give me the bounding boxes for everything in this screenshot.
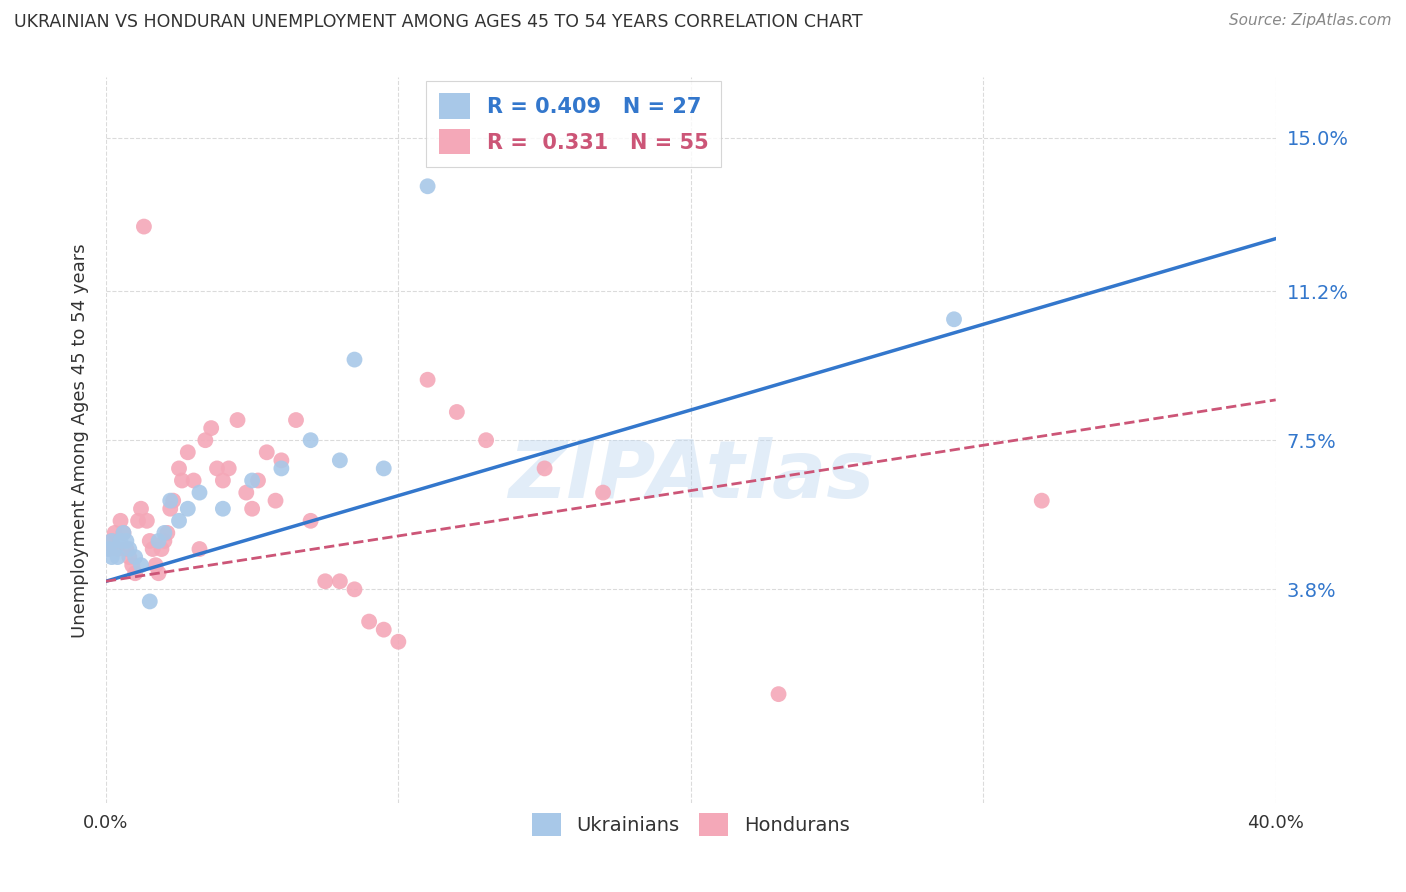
Point	[299, 514, 322, 528]
Point	[240, 501, 263, 516]
Point	[124, 566, 146, 581]
Point	[218, 461, 240, 475]
Point	[167, 514, 190, 528]
Point	[226, 413, 249, 427]
Point	[329, 574, 352, 589]
Point	[359, 615, 381, 629]
Point	[100, 533, 122, 548]
Point	[150, 542, 173, 557]
Point	[118, 550, 141, 565]
Point	[768, 687, 790, 701]
Point	[156, 525, 179, 540]
Point	[246, 474, 269, 488]
Point	[329, 453, 352, 467]
Point	[112, 525, 135, 540]
Point	[115, 542, 138, 557]
Point	[343, 352, 366, 367]
Point	[188, 542, 211, 557]
Point	[240, 474, 263, 488]
Point	[314, 574, 336, 589]
Point	[148, 533, 170, 548]
Point	[145, 558, 167, 573]
Point	[112, 525, 135, 540]
Point	[188, 485, 211, 500]
Point	[115, 533, 138, 548]
Point	[285, 413, 308, 427]
Point	[212, 501, 235, 516]
Point	[129, 558, 152, 573]
Text: UKRAINIAN VS HONDURAN UNEMPLOYMENT AMONG AGES 45 TO 54 YEARS CORRELATION CHART: UKRAINIAN VS HONDURAN UNEMPLOYMENT AMONG…	[14, 13, 863, 31]
Point	[270, 461, 292, 475]
Point	[100, 550, 122, 565]
Point	[107, 542, 129, 557]
Point	[107, 550, 129, 565]
Text: ZIPAtlas: ZIPAtlas	[508, 437, 875, 516]
Point	[416, 179, 439, 194]
Point	[1031, 493, 1053, 508]
Point	[142, 542, 165, 557]
Point	[153, 533, 176, 548]
Point	[118, 542, 141, 557]
Point	[446, 405, 468, 419]
Point	[127, 514, 149, 528]
Point	[139, 533, 162, 548]
Text: Source: ZipAtlas.com: Source: ZipAtlas.com	[1229, 13, 1392, 29]
Point	[212, 474, 235, 488]
Point	[943, 312, 966, 326]
Point	[183, 474, 205, 488]
Point	[162, 493, 184, 508]
Point	[159, 501, 181, 516]
Point	[110, 514, 132, 528]
Point	[170, 474, 193, 488]
Point	[148, 566, 170, 581]
Point	[97, 542, 120, 557]
Point	[104, 525, 127, 540]
Point	[373, 623, 395, 637]
Point	[343, 582, 366, 597]
Point	[97, 542, 120, 557]
Point	[416, 373, 439, 387]
Point	[139, 594, 162, 608]
Point	[177, 501, 200, 516]
Point	[135, 514, 157, 528]
Point	[270, 453, 292, 467]
Point	[177, 445, 200, 459]
Point	[100, 533, 122, 548]
Point	[167, 461, 190, 475]
Y-axis label: Unemployment Among Ages 45 to 54 years: Unemployment Among Ages 45 to 54 years	[72, 243, 89, 638]
Point	[129, 501, 152, 516]
Point	[533, 461, 555, 475]
Point	[205, 461, 228, 475]
Legend: Ukrainians, Hondurans: Ukrainians, Hondurans	[524, 805, 858, 844]
Point	[235, 485, 257, 500]
Point	[121, 558, 143, 573]
Point	[200, 421, 222, 435]
Point	[592, 485, 614, 500]
Point	[264, 493, 287, 508]
Point	[132, 219, 155, 234]
Point	[104, 542, 127, 557]
Point	[256, 445, 278, 459]
Point	[475, 433, 498, 447]
Point	[387, 634, 409, 648]
Point	[110, 533, 132, 548]
Point	[373, 461, 395, 475]
Point	[124, 550, 146, 565]
Point	[159, 493, 181, 508]
Point	[153, 525, 176, 540]
Point	[194, 433, 217, 447]
Point	[299, 433, 322, 447]
